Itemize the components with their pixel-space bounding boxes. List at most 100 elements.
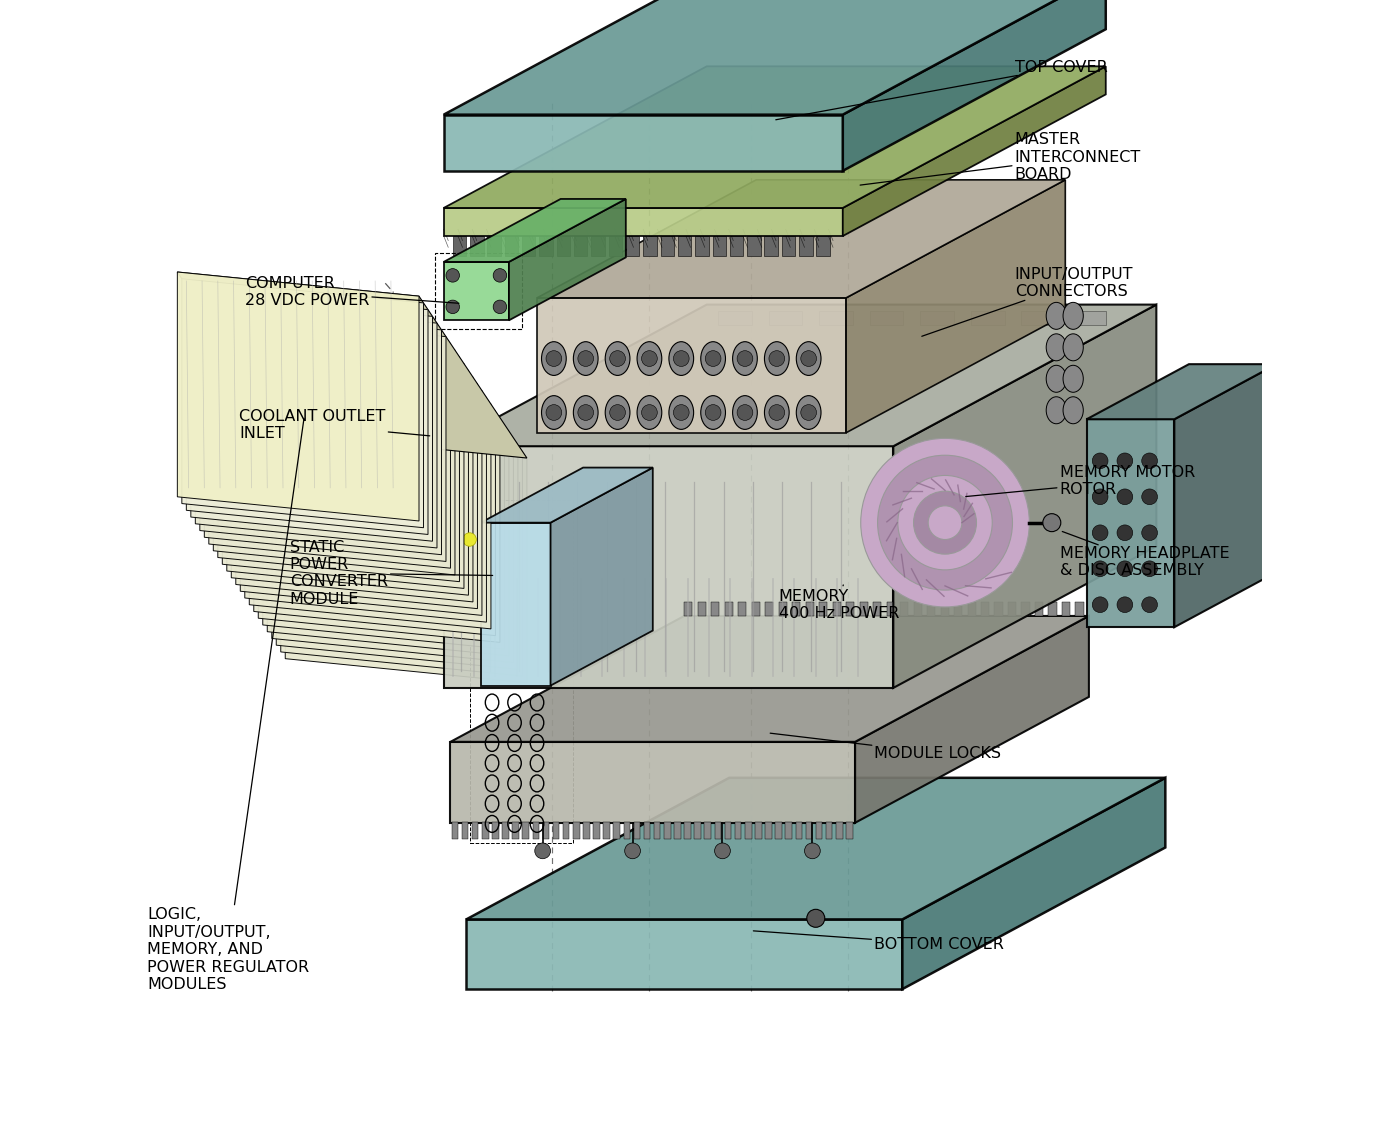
Circle shape (897, 475, 993, 570)
Ellipse shape (701, 342, 725, 375)
Ellipse shape (1063, 302, 1084, 329)
Ellipse shape (542, 342, 566, 375)
Ellipse shape (797, 342, 820, 375)
Ellipse shape (669, 342, 693, 375)
Polygon shape (480, 468, 652, 523)
Circle shape (1142, 561, 1158, 577)
Polygon shape (218, 333, 459, 582)
Text: MEMORY HEADPLATE
& DISC ASSEMBLY: MEMORY HEADPLATE & DISC ASSEMBLY (1060, 532, 1229, 578)
Bar (766, 602, 773, 616)
Bar (553, 822, 560, 839)
Bar (462, 822, 468, 839)
Circle shape (801, 405, 816, 420)
Bar (675, 822, 680, 839)
Polygon shape (444, 208, 843, 236)
Circle shape (546, 351, 561, 366)
Bar (1022, 311, 1056, 325)
Text: MODULE LOCKS: MODULE LOCKS (770, 733, 1001, 761)
Polygon shape (903, 778, 1165, 989)
Circle shape (736, 351, 753, 366)
Ellipse shape (574, 396, 598, 429)
Polygon shape (1086, 364, 1277, 419)
Bar (654, 822, 661, 839)
Ellipse shape (732, 396, 757, 429)
Polygon shape (480, 523, 550, 686)
Bar (970, 311, 1005, 325)
Bar (704, 822, 711, 839)
Bar (805, 822, 812, 839)
Ellipse shape (1063, 397, 1084, 424)
Bar (781, 236, 795, 256)
Bar (792, 602, 801, 616)
Polygon shape (444, 199, 626, 262)
Bar (685, 602, 693, 616)
Polygon shape (444, 66, 1106, 208)
Circle shape (578, 405, 594, 420)
Polygon shape (186, 285, 428, 534)
Circle shape (861, 438, 1029, 607)
Bar (714, 822, 721, 839)
Polygon shape (178, 272, 526, 459)
Text: TOP COVER: TOP COVER (776, 60, 1107, 120)
Text: STATIC
POWER
CONVERTER
MODULE: STATIC POWER CONVERTER MODULE (290, 540, 493, 607)
Text: INPUT/OUTPUT
CONNECTORS: INPUT/OUTPUT CONNECTORS (921, 268, 1133, 336)
Bar (860, 602, 868, 616)
Bar (643, 236, 657, 256)
Bar (1049, 602, 1057, 616)
Circle shape (914, 491, 977, 554)
Circle shape (706, 351, 721, 366)
Polygon shape (245, 373, 486, 622)
Text: BOTTOM COVER: BOTTOM COVER (753, 931, 1004, 952)
Bar (766, 822, 771, 839)
Polygon shape (253, 387, 496, 636)
Ellipse shape (669, 396, 693, 429)
Polygon shape (444, 305, 1156, 446)
Bar (685, 822, 690, 839)
Polygon shape (272, 414, 514, 662)
Bar (1075, 602, 1084, 616)
Ellipse shape (605, 396, 630, 429)
Bar (778, 602, 787, 616)
Bar (626, 236, 640, 256)
Bar (941, 602, 949, 616)
Ellipse shape (1046, 397, 1067, 424)
Polygon shape (258, 393, 500, 642)
Bar (846, 822, 853, 839)
Ellipse shape (732, 342, 757, 375)
Circle shape (417, 409, 431, 423)
Polygon shape (1086, 419, 1175, 627)
Bar (725, 602, 732, 616)
Polygon shape (276, 420, 518, 670)
Ellipse shape (574, 342, 598, 375)
Polygon shape (466, 778, 1165, 919)
Bar (694, 822, 701, 839)
Polygon shape (444, 0, 1106, 115)
Bar (846, 602, 854, 616)
Polygon shape (843, 66, 1106, 236)
Bar (603, 822, 610, 839)
Polygon shape (227, 346, 469, 596)
Polygon shape (286, 434, 526, 682)
Bar (522, 236, 535, 256)
Bar (522, 822, 529, 839)
Polygon shape (196, 299, 437, 547)
Bar (584, 822, 589, 839)
Text: COOLANT OUTLET
INLET: COOLANT OUTLET INLET (239, 409, 430, 441)
Bar (664, 822, 671, 839)
Bar (764, 236, 778, 256)
Bar (967, 602, 976, 616)
Circle shape (610, 351, 626, 366)
Polygon shape (466, 919, 903, 989)
Polygon shape (267, 407, 510, 656)
Bar (563, 822, 570, 839)
Circle shape (624, 843, 640, 859)
Bar (487, 236, 501, 256)
Polygon shape (263, 400, 504, 649)
Polygon shape (204, 312, 447, 562)
Polygon shape (451, 742, 855, 823)
Bar (1022, 602, 1029, 616)
Circle shape (769, 405, 784, 420)
Polygon shape (510, 199, 626, 320)
Bar (452, 822, 458, 839)
Ellipse shape (637, 342, 662, 375)
